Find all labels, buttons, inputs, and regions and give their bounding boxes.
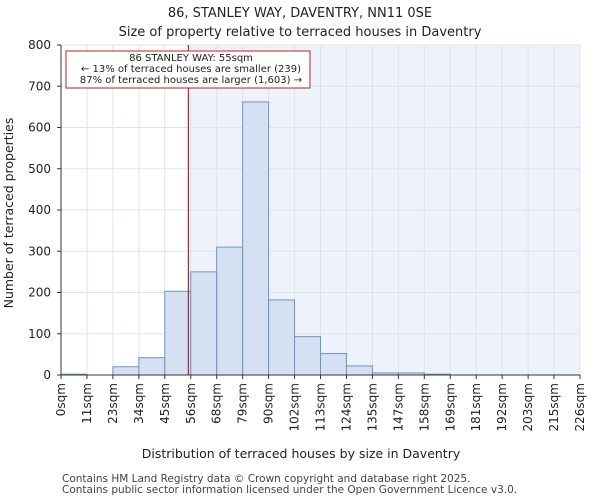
x-axis-ticks: 0sqm 11sqm 23sqm 34sqm 45sqm 56sqm 68sqm 79sqm 9… (54, 375, 587, 431)
y-tick-label: 100 (28, 327, 51, 341)
bar (216, 246, 244, 376)
annotation-border (65, 50, 311, 89)
annotation-title: 86 STANLEY WAY: 55sqm (129, 53, 253, 64)
bar (268, 299, 296, 376)
x-tick-label: 215sqm (547, 383, 561, 431)
bar (164, 290, 192, 376)
x-tick-label: 181sqm (469, 383, 483, 431)
x-tick-label: 147sqm (391, 383, 405, 431)
chart-title: 86, STANLEY WAY, DAVENTRY, NN11 0SE (168, 6, 432, 21)
y-axis-label: Number of terraced properties (1, 118, 16, 309)
footer-licence: Contains public sector information licen… (62, 484, 518, 496)
grid-lines (60, 44, 581, 376)
x-tick-label: 34sqm (132, 383, 146, 424)
annotation-larger: 87% of terraced houses are larger (1,603… (80, 75, 302, 86)
annotation-smaller: ← 13% of terraced houses are smaller (23… (81, 64, 301, 75)
x-tick-label: 124sqm (339, 383, 353, 431)
x-tick-label: 79sqm (236, 383, 250, 424)
x-tick-label: 90sqm (262, 383, 276, 424)
chart-subtitle: Size of property relative to terraced ho… (119, 25, 482, 40)
x-tick-label: 192sqm (495, 383, 509, 431)
x-tick-label: 113sqm (314, 383, 328, 431)
bar (320, 353, 347, 376)
y-tick-label: 800 (28, 38, 51, 52)
x-tick-label: 45sqm (158, 383, 172, 424)
y-tick-label: 700 (28, 79, 51, 93)
y-tick-label: 500 (28, 162, 51, 176)
footer-copyright: Contains HM Land Registry data © Crown c… (62, 473, 471, 485)
bar (112, 366, 140, 376)
x-tick-label: 11sqm (80, 383, 94, 424)
x-tick-label: 158sqm (417, 383, 431, 431)
x-tick-label: 169sqm (443, 383, 457, 431)
annotation-box: 86 STANLEY WAY: 55sqm ← 13% of terraced … (65, 50, 311, 89)
x-tick-label: 56sqm (184, 383, 198, 424)
x-tick-label: 135sqm (365, 383, 379, 431)
bar (242, 101, 270, 376)
x-tick-label: 0sqm (54, 383, 68, 416)
x-tick-label: 203sqm (521, 383, 535, 431)
bar (345, 365, 373, 376)
x-tick-label: 23sqm (106, 383, 120, 424)
y-tick-label: 400 (28, 203, 51, 217)
x-tick-label: 68sqm (210, 383, 224, 424)
bar (294, 336, 321, 376)
bar (138, 357, 166, 376)
bar (190, 271, 218, 376)
y-tick-label: 200 (28, 286, 51, 300)
x-tick-label: 102sqm (288, 383, 302, 431)
bar-series (60, 101, 451, 376)
y-tick-label: 600 (28, 121, 51, 135)
x-tick-label: 226sqm (573, 383, 587, 431)
y-tick-label: 0 (43, 368, 51, 382)
y-axis-ticks: 0 100 200 300 400 500 600 700 800 (28, 38, 61, 382)
y-tick-label: 300 (28, 244, 51, 258)
x-axis-label: Distribution of terraced houses by size … (142, 446, 461, 461)
